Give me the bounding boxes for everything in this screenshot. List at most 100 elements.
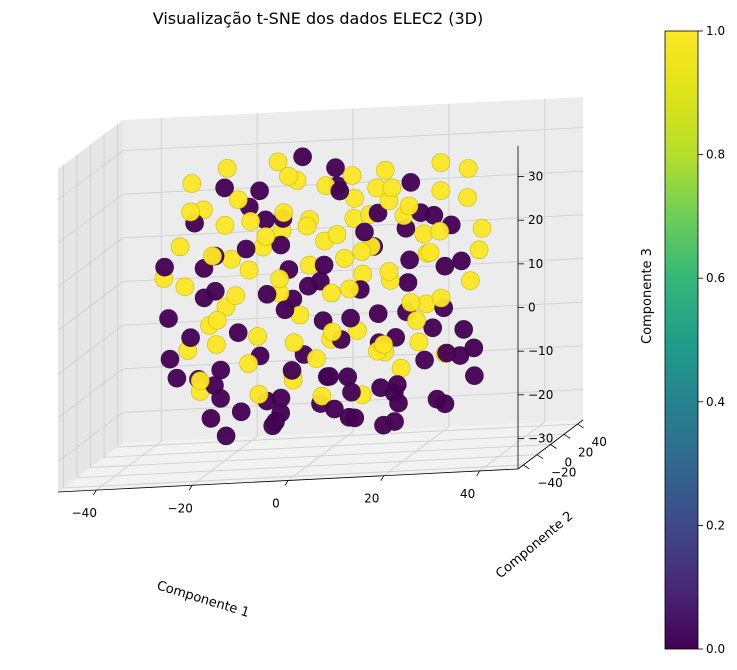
scatter-point (279, 167, 298, 186)
z-tick-label: −20 (528, 388, 553, 402)
scatter-point (314, 255, 334, 275)
scatter-point (257, 284, 277, 304)
grid-line-y-floor (76, 454, 537, 479)
scatter-point (469, 240, 489, 260)
scatter-point (322, 322, 342, 342)
scatter-point (236, 239, 256, 259)
scatter-point (454, 320, 474, 339)
scatter-point (345, 408, 365, 428)
grid-line-z-left (57, 193, 124, 244)
scatter-point (461, 271, 480, 291)
grid-line-z-back (122, 258, 584, 282)
scatter-point (159, 309, 178, 328)
scatter-point (266, 412, 285, 432)
scatter-point (431, 181, 451, 200)
scatter-point (270, 269, 289, 289)
scatter-point (190, 371, 210, 391)
scatter-point (401, 293, 421, 312)
scatter-point (437, 343, 456, 363)
grid-line-z-left (57, 150, 124, 200)
scatter-point (167, 368, 187, 388)
y-tick (550, 444, 557, 449)
scatter-point (352, 242, 372, 261)
y-tick (523, 464, 530, 470)
scatter-point (271, 388, 291, 408)
scatter-point (398, 273, 418, 292)
scatter-point (430, 221, 450, 241)
y-tick-label: −20 (551, 466, 576, 480)
scatter-point (415, 350, 434, 370)
scatter-point (248, 327, 267, 346)
grid-line-z-back (122, 127, 584, 152)
scatter-point (341, 308, 360, 328)
scatter-point (326, 158, 345, 177)
scatter-point (401, 173, 421, 192)
y-tick (563, 433, 571, 439)
scatter-point (297, 216, 317, 236)
grid-line-z-left (57, 237, 124, 288)
grid-line-y-floor (63, 464, 524, 489)
scatter-point (182, 174, 202, 193)
scatter-point (293, 147, 312, 167)
colorbar-tick-label: 0.6 (706, 271, 725, 285)
chart-title: Visualização t-SNE dos dados ELEC2 (3D) (153, 9, 484, 28)
scatter-point (342, 166, 362, 185)
scatter-point (222, 249, 241, 269)
z-tick-label: 30 (528, 170, 543, 184)
colorbar-tick-label: 0.2 (706, 518, 725, 532)
scatter-point (228, 323, 248, 343)
scatter-point (320, 367, 339, 386)
z-tick-label: −30 (528, 431, 553, 445)
axes-panes (58, 97, 583, 492)
scatter-point (327, 225, 347, 244)
scatter-point (458, 159, 478, 178)
x-tick-label: 20 (364, 492, 379, 506)
colorbar-tick-label: 0.4 (706, 395, 725, 409)
scatter-point (452, 251, 471, 271)
colorbar-ticks: 0.0 0.2 0.4 0.6 0.8 1.0 (698, 24, 725, 656)
scatter-point (400, 250, 419, 270)
x-tick (188, 485, 193, 491)
scatter-point (268, 152, 288, 172)
grid-line-z-left (57, 281, 124, 331)
scatter-point (203, 246, 222, 266)
scatter-point (215, 178, 234, 198)
scatter-point (231, 402, 251, 422)
scatter-point (155, 257, 174, 277)
scatter-point (355, 222, 374, 242)
z-axis-label: Componente 3 (640, 248, 655, 344)
scatter-point (435, 256, 455, 276)
y-tick (577, 423, 584, 429)
scatter-point (387, 375, 407, 394)
scatter-point (256, 227, 276, 246)
colorbar-tick-label: 0.0 (706, 642, 725, 656)
scatter-point (427, 389, 447, 409)
scatter-point (431, 153, 451, 172)
grid-line-z-left (57, 412, 124, 462)
scatter-point (206, 281, 225, 301)
x-tick (284, 480, 289, 486)
scatter-point (211, 360, 230, 380)
y-tick (536, 454, 544, 460)
x-tick-label: 40 (460, 487, 475, 501)
scatter-point (389, 393, 408, 413)
scatter-point (170, 237, 190, 257)
scatter-point (271, 235, 291, 255)
scatter-point (340, 279, 359, 299)
scatter-point (282, 361, 302, 380)
scatter-point (298, 276, 318, 296)
y-tick-label: 40 (592, 435, 607, 449)
scatter-point (249, 385, 269, 404)
y-tick-label: 0 (565, 456, 573, 470)
scatter-point (274, 203, 294, 222)
grid-line-z-left (57, 368, 124, 419)
scatter-point (181, 328, 200, 348)
grid-line-y-floor (90, 444, 551, 468)
scatter-point (216, 426, 236, 446)
scatter-point (375, 160, 395, 180)
scatter-point (241, 212, 260, 231)
scatter-point (218, 159, 237, 178)
scatter-point (160, 349, 180, 369)
z-tick-label: 0 (528, 301, 536, 315)
